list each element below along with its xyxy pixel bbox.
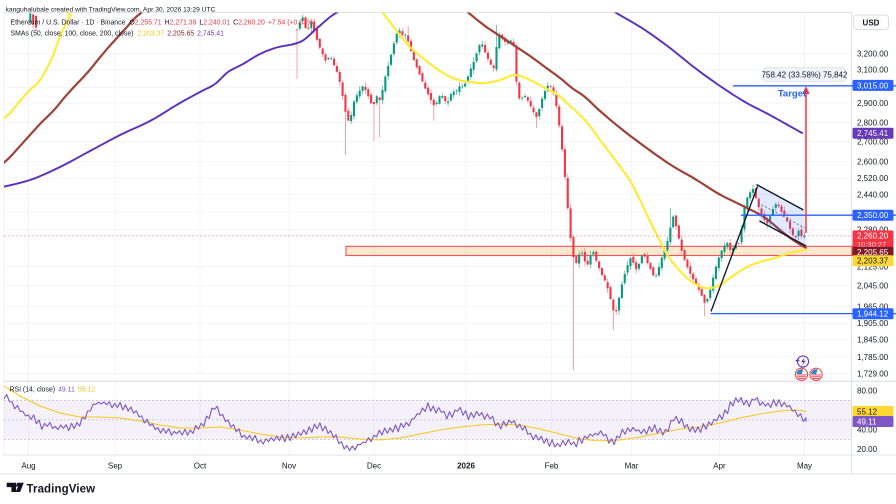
svg-text:USD: USD	[863, 18, 880, 27]
svg-text:80.00: 80.00	[857, 386, 878, 395]
svg-text:2,600.00: 2,600.00	[857, 157, 889, 166]
svg-text:May: May	[797, 462, 812, 471]
svg-text:3,015.00: 3,015.00	[857, 81, 889, 90]
svg-text:Oct: Oct	[194, 462, 207, 471]
svg-text:Target: Target	[778, 89, 807, 100]
svg-text:2026: 2026	[457, 462, 475, 471]
svg-text:2,440.00: 2,440.00	[857, 191, 889, 200]
svg-text:3,200.00: 3,200.00	[857, 50, 889, 59]
svg-text:1,905.00: 1,905.00	[857, 319, 889, 328]
svg-text:SMAs (50, close, 100, close, 2: SMAs (50, close, 100, close, 200, close)…	[11, 31, 225, 38]
svg-text:Feb: Feb	[545, 462, 559, 471]
svg-text:2,800.00: 2,800.00	[857, 118, 889, 127]
svg-text:Mar: Mar	[625, 462, 639, 471]
svg-text:3,100.00: 3,100.00	[857, 66, 889, 75]
svg-text:2,700.00: 2,700.00	[857, 137, 889, 146]
svg-text:TradingView: TradingView	[27, 484, 96, 496]
svg-text:2,260.20: 2,260.20	[857, 232, 889, 241]
svg-text:758.42 (33.58%) 75,842: 758.42 (33.58%) 75,842	[762, 70, 848, 79]
svg-text:2,745.41: 2,745.41	[857, 129, 889, 138]
svg-text:Apr: Apr	[713, 462, 726, 471]
svg-text:2,205.65: 2,205.65	[857, 248, 889, 257]
svg-text:1,845.00: 1,845.00	[857, 336, 889, 345]
svg-text:40.00: 40.00	[857, 425, 878, 434]
svg-text:2,280.00: 2,280.00	[857, 226, 889, 235]
svg-text:55.12: 55.12	[857, 407, 878, 416]
svg-text:2,045.00: 2,045.00	[857, 282, 889, 291]
svg-text:Aug: Aug	[21, 462, 35, 471]
svg-text:2,125.00: 2,125.00	[857, 262, 889, 271]
svg-text:1,729.00: 1,729.00	[857, 369, 889, 378]
svg-text:kanguhalubale created with Tra: kanguhalubale created with TradingView.c…	[6, 7, 216, 14]
svg-text:20.00: 20.00	[857, 445, 878, 454]
svg-text:2,350.00: 2,350.00	[857, 211, 889, 220]
svg-text:1,785.00: 1,785.00	[857, 353, 889, 362]
svg-text:2,900.00: 2,900.00	[857, 99, 889, 108]
svg-text:2,203.37: 2,203.37	[857, 257, 889, 266]
svg-text:1,965.00: 1,965.00	[857, 302, 889, 311]
svg-text:Sep: Sep	[108, 462, 123, 471]
svg-text:49.11: 49.11	[857, 417, 877, 426]
svg-text:10:30:27: 10:30:27	[857, 240, 886, 249]
svg-text:Dec: Dec	[367, 462, 381, 471]
svg-text:2,520.00: 2,520.00	[857, 174, 889, 183]
svg-text:1,944.12: 1,944.12	[857, 310, 889, 319]
svg-text:Nov: Nov	[282, 462, 296, 471]
